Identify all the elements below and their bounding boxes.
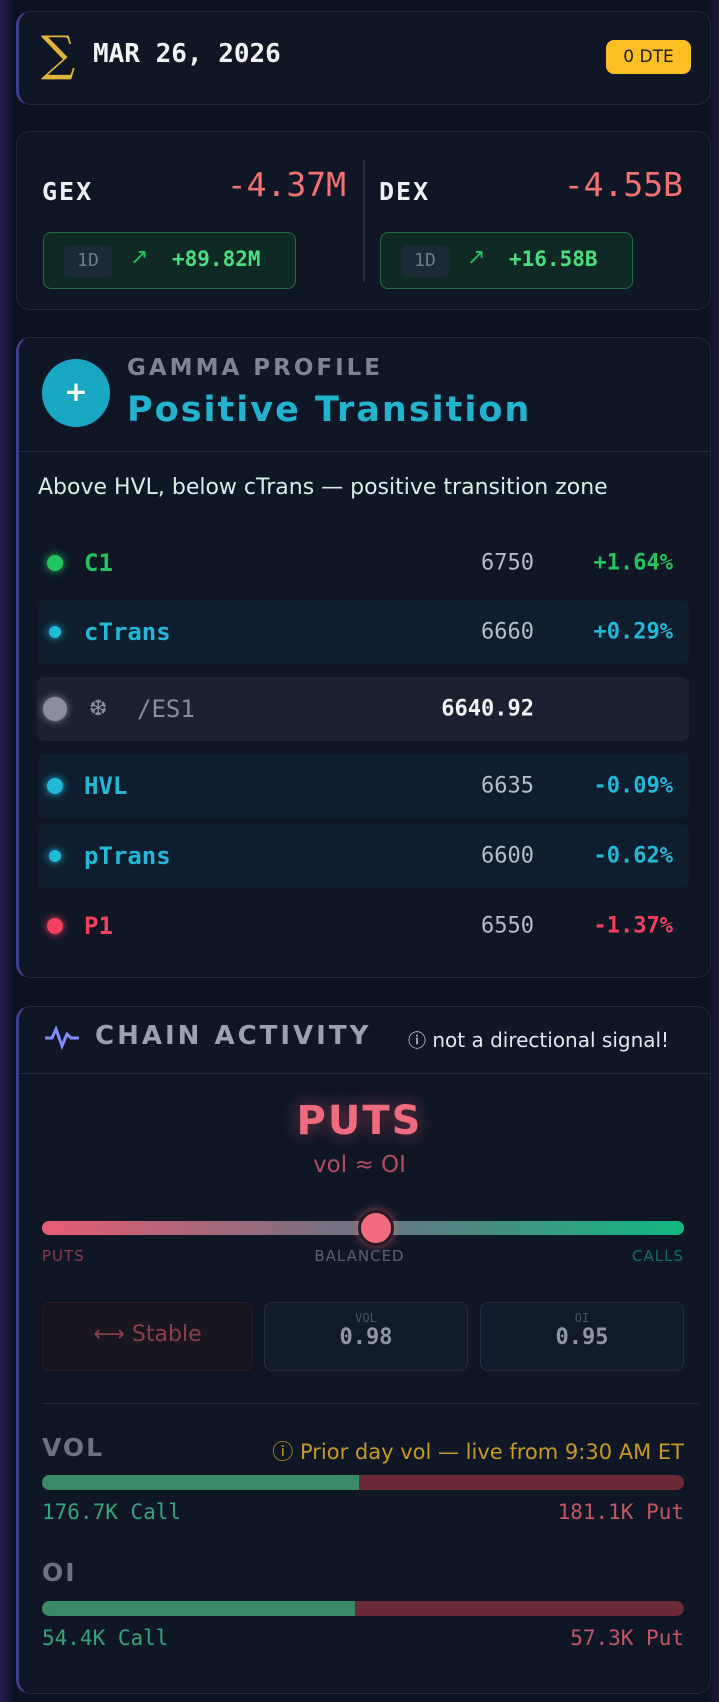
metric-label: DEX bbox=[379, 177, 431, 206]
stat-box: OI 0.95 bbox=[480, 1302, 684, 1371]
level-name: HVL bbox=[84, 772, 128, 800]
level-change: -0.09% bbox=[593, 773, 673, 799]
trend-icon: ↗ bbox=[467, 245, 486, 270]
metric-value: -4.37M bbox=[226, 165, 346, 204]
change-pill: 1D ↗ +89.82M bbox=[43, 232, 296, 289]
stat-value: 0.98 bbox=[339, 1325, 393, 1350]
level-value: 6550 bbox=[481, 913, 534, 939]
oi-call: 54.4K Call bbox=[42, 1626, 169, 1650]
level-value: 6600 bbox=[481, 843, 534, 869]
profile-description: Above HVL, below cTrans — positive trans… bbox=[38, 475, 608, 500]
vol-label: VOL bbox=[42, 1433, 105, 1462]
level-name: C1 bbox=[84, 549, 113, 577]
level-row: C1 6750 +1.64% bbox=[37, 531, 689, 595]
level-value: 6635 bbox=[481, 773, 534, 799]
level-row: cTrans 6660 +0.29% bbox=[37, 600, 689, 664]
profile-label: GAMMA PROFILE bbox=[127, 355, 384, 381]
level-change: +0.29% bbox=[593, 619, 673, 645]
divider bbox=[19, 1073, 711, 1074]
stat-box: VOL 0.98 bbox=[264, 1302, 468, 1371]
vol-bar bbox=[42, 1475, 684, 1490]
level-change: +1.64% bbox=[593, 550, 673, 576]
note-text: not a directional signal! bbox=[432, 1028, 670, 1052]
vol-note: ⓘ Prior day vol — live from 9:30 AM ET bbox=[272, 1440, 684, 1464]
level-change: -0.62% bbox=[593, 843, 673, 869]
period: 1D bbox=[64, 245, 112, 277]
level-row: ❆ /ES1 6640.92 bbox=[37, 677, 689, 741]
level-name: P1 bbox=[84, 912, 113, 940]
divider bbox=[43, 1403, 699, 1404]
oi-put: 57.3K Put bbox=[570, 1626, 684, 1650]
level-dot bbox=[47, 918, 63, 934]
level-dot bbox=[49, 626, 61, 638]
trend: ⟷ Stable bbox=[93, 1322, 202, 1347]
level-name: cTrans bbox=[84, 618, 171, 646]
change-pill: 1D ↗ +16.58B bbox=[380, 232, 633, 289]
level-value: 6660 bbox=[481, 619, 534, 645]
level-row: pTrans 6600 -0.62% bbox=[37, 824, 689, 888]
bias: PUTS bbox=[296, 1098, 423, 1144]
level-dot bbox=[43, 697, 67, 721]
level-change: -1.37% bbox=[593, 913, 673, 939]
divider bbox=[19, 451, 711, 452]
level-value: 6750 bbox=[481, 550, 534, 576]
level-dot bbox=[47, 778, 63, 794]
sigma-icon: ∑ bbox=[41, 26, 76, 82]
level-dot bbox=[49, 850, 61, 862]
oi-label: OI bbox=[42, 1558, 77, 1587]
change: +16.58B bbox=[509, 247, 598, 271]
level-name: /ES1 bbox=[137, 695, 195, 723]
dte-badge: 0 DTE bbox=[606, 40, 691, 74]
scale-label: CALLS bbox=[632, 1247, 684, 1265]
activity-icon bbox=[45, 1024, 79, 1050]
metric-value: -4.55B bbox=[563, 165, 683, 204]
stat-label: VOL bbox=[355, 1311, 377, 1325]
bias-detail: vol ≈ OI bbox=[313, 1152, 406, 1178]
level-row: P1 6550 -1.37% bbox=[37, 894, 689, 958]
trend-icon: ↗ bbox=[130, 245, 149, 270]
vol-call-bar bbox=[42, 1475, 360, 1490]
chain-note: ⓘ not a directional signal! bbox=[408, 1028, 670, 1052]
trend-box: ⟷ Stable bbox=[42, 1302, 253, 1371]
date: MAR 26, 2026 bbox=[93, 39, 281, 69]
vol-put: 181.1K Put bbox=[557, 1500, 684, 1524]
profile-regime: Positive Transition bbox=[127, 390, 532, 430]
vol-note-text: Prior day vol — live from 9:30 AM ET bbox=[299, 1440, 684, 1464]
chain-title: CHAIN ACTIVITY bbox=[95, 1021, 372, 1051]
level-value: 6640.92 bbox=[441, 696, 534, 722]
metric-label: GEX bbox=[42, 177, 94, 206]
profile-icon: + bbox=[42, 359, 110, 427]
level-dot bbox=[47, 555, 63, 571]
slider-knob bbox=[358, 1210, 394, 1246]
oi-bar bbox=[42, 1601, 684, 1616]
stat-value: 0.95 bbox=[555, 1325, 609, 1350]
oi-call-bar bbox=[42, 1601, 355, 1616]
scale-label: PUTS bbox=[42, 1247, 85, 1265]
change: +89.82M bbox=[172, 247, 261, 271]
stat-label: OI bbox=[574, 1311, 590, 1325]
level-row: HVL 6635 -0.09% bbox=[37, 754, 689, 818]
period: 1D bbox=[401, 245, 449, 277]
trend-text: Stable bbox=[131, 1322, 202, 1347]
date-card: ∑ MAR 26, 2026 0 DTE bbox=[16, 11, 711, 105]
level-name: pTrans bbox=[84, 842, 171, 870]
scale-label: BALANCED bbox=[314, 1247, 405, 1265]
divider bbox=[363, 160, 365, 282]
vol-call: 176.7K Call bbox=[42, 1500, 182, 1524]
level-icon: ❆ bbox=[89, 696, 108, 722]
